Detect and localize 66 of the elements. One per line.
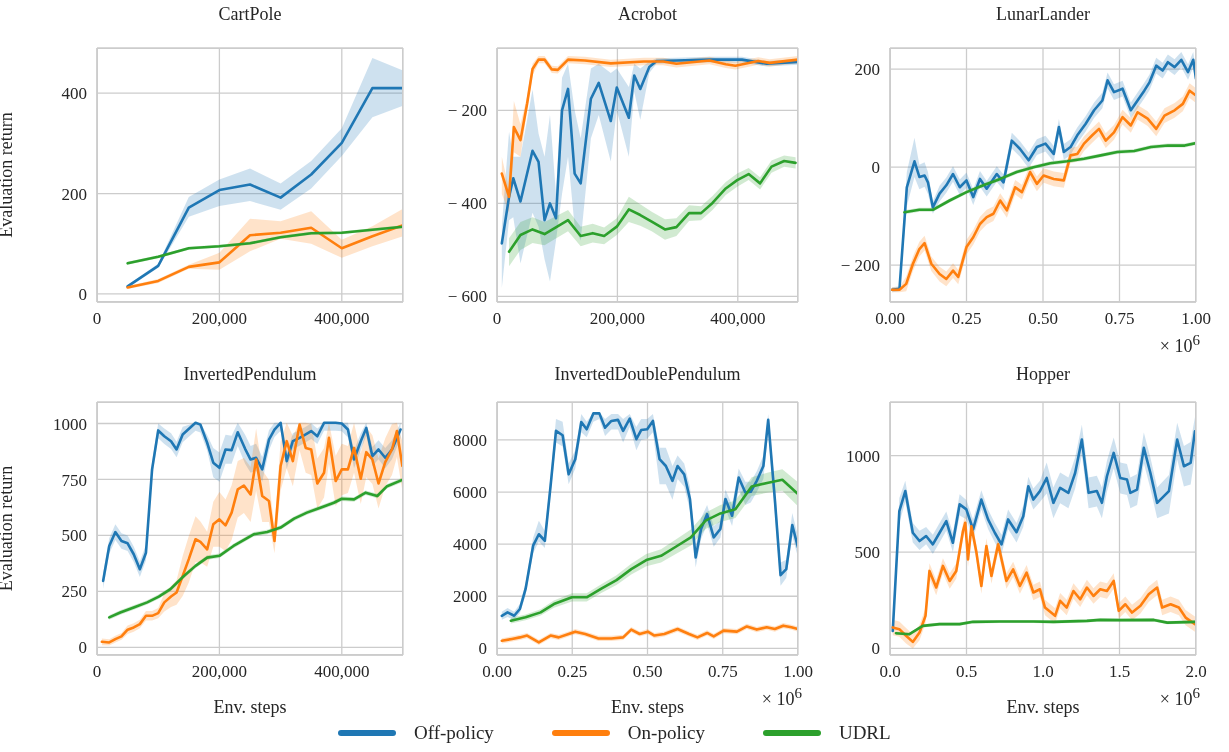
x-tick-label: 0.5 <box>955 662 978 682</box>
x-tick-label: 400,000 <box>314 662 370 682</box>
y-tick-label: 500 <box>854 543 880 563</box>
x-tick-label: 0 <box>92 309 102 329</box>
x-tick-label: 200,000 <box>589 309 646 329</box>
x-tick-label: 200,000 <box>191 662 248 682</box>
y-tick-label: 4000 <box>453 535 487 555</box>
y-tick-label: 8000 <box>453 430 487 450</box>
x-tick-label: 200,000 <box>191 309 248 329</box>
x-tick-label: 400,000 <box>710 309 766 329</box>
x-tick-label: 0.25 <box>951 309 982 329</box>
y-tick-label: 0 <box>871 639 880 659</box>
text: × 10$^{6}$ <box>1159 685 1200 710</box>
y-tick-label: 2000 <box>453 587 487 607</box>
x-tick-label: 0.50 <box>632 662 663 682</box>
legend-label: On-policy <box>627 722 705 744</box>
chart-title: LunarLander <box>995 4 1091 25</box>
y-tick-label: 200 <box>61 184 87 204</box>
y-tick-label: 0 <box>78 638 87 658</box>
x-axis-title: Env. steps <box>611 697 684 717</box>
x-tick-label: 0 <box>92 662 102 682</box>
line-series <box>500 58 798 245</box>
y-tick-label: 1000 <box>53 414 87 434</box>
y-axis-title: Evaluation return <box>0 465 17 592</box>
x-tick-label: 0 <box>492 309 502 329</box>
legend-label: UDRL <box>838 722 891 744</box>
y-tick-label: 250 <box>61 582 87 602</box>
line-series <box>126 223 403 289</box>
text: × 10$^{6}$ <box>761 685 802 710</box>
line-series <box>507 159 797 254</box>
x-tick-label: 2.0 <box>1185 662 1207 682</box>
chart-title: CartPole <box>217 4 283 25</box>
y-tick-label: 200 <box>854 60 880 80</box>
y-tick-label: − 400 <box>447 194 487 214</box>
chart-title: Hopper <box>1015 364 1071 385</box>
y-tick-label: − 200 <box>447 101 487 121</box>
x-tick-label: 1.00 <box>783 662 813 682</box>
y-tick-label: 400 <box>61 84 87 104</box>
x-tick-label: 0.75 <box>707 662 738 682</box>
x-axis-title: Env. steps <box>1006 697 1080 717</box>
chart-title: InvertedPendulum <box>182 364 318 385</box>
y-tick-label: 1000 <box>846 446 880 466</box>
y-axis-title: Evaluation return <box>0 112 17 238</box>
x-tick-label: 0.75 <box>1104 309 1135 329</box>
x-tick-label: 1.0 <box>1032 662 1054 682</box>
x-tick-label: 1.5 <box>1108 662 1131 682</box>
y-tick-label: 0 <box>478 639 487 659</box>
x-tick-label: 0.0 <box>879 662 901 682</box>
text: × 10$^{6}$ <box>1159 332 1200 357</box>
x-tick-label: 0.25 <box>557 662 588 682</box>
y-tick-label: 0 <box>871 158 880 178</box>
x-tick-label: 0.50 <box>1028 309 1058 329</box>
x-tick-label: 1.00 <box>1181 309 1211 329</box>
x-tick-label: 0.00 <box>875 309 905 329</box>
y-tick-label: 0 <box>78 285 87 304</box>
y-tick-label: 500 <box>61 526 87 546</box>
chart-title: InvertedDoublePendulum <box>553 364 742 385</box>
y-tick-label: − 200 <box>840 256 880 276</box>
y-tick-label: − 600 <box>447 287 487 307</box>
x-tick-label: 0.00 <box>482 662 512 682</box>
x-tick-label: 400,000 <box>314 309 370 329</box>
y-tick-label: 6000 <box>453 483 487 503</box>
legend-label: Off-policy <box>414 722 494 744</box>
y-tick-label: 750 <box>61 470 87 490</box>
x-axis-title: Env. steps <box>213 697 287 717</box>
chart-title: Acrobot <box>617 4 678 25</box>
